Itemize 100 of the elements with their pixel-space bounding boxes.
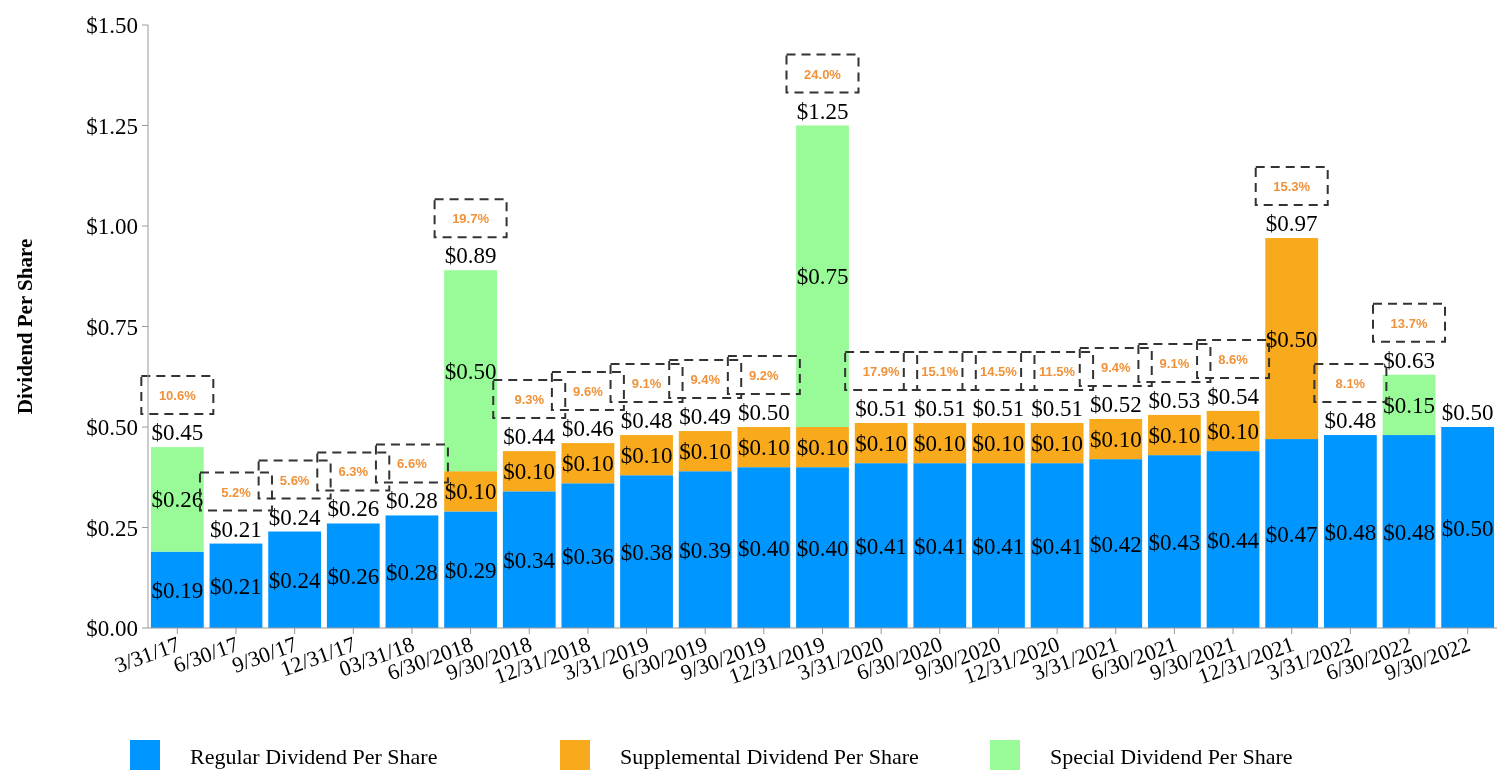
total-label: $0.63 — [1383, 347, 1435, 373]
data-label: $0.41 — [1031, 533, 1083, 559]
annotation: 8.1% — [1335, 376, 1366, 392]
data-label: $0.44 — [1207, 527, 1260, 553]
legend-label: Special Dividend Per Share — [1050, 744, 1293, 769]
annotation: 8.6% — [1218, 351, 1249, 367]
total-label: $0.51 — [1031, 395, 1083, 421]
data-label: $0.40 — [796, 535, 849, 561]
data-label: $0.10 — [562, 451, 614, 477]
data-label: $0.24 — [268, 567, 322, 593]
annotation: 13.7% — [1390, 315, 1428, 331]
bar — [1382, 435, 1436, 628]
total-label: $0.48 — [1324, 408, 1377, 434]
data-label: $0.10 — [737, 435, 790, 461]
data-label: $0.42 — [1089, 531, 1142, 557]
data-label: $0.36 — [562, 543, 614, 569]
data-label: $0.50 — [1441, 515, 1494, 541]
annotation: 9.6% — [573, 384, 604, 400]
annotation: 15.1% — [921, 363, 959, 379]
data-label: $0.26 — [327, 563, 380, 589]
bar — [1265, 439, 1319, 628]
annotation: 9.4% — [1100, 359, 1132, 375]
bar — [620, 475, 673, 628]
annotation: 9.4% — [690, 372, 721, 388]
bar — [502, 491, 556, 628]
data-label: $0.21 — [210, 573, 262, 599]
annotation: 9.1% — [631, 376, 662, 392]
total-label: $0.44 — [503, 424, 556, 450]
annotation: 14.5% — [980, 363, 1018, 379]
data-label: $0.50 — [444, 358, 497, 384]
bar — [1030, 463, 1084, 628]
y-axis-title: Dividend Per Share — [13, 238, 37, 415]
data-label: $0.19 — [151, 577, 204, 603]
data-label: $0.75 — [796, 264, 849, 290]
annotation: 15.3% — [1273, 179, 1311, 195]
bar — [737, 467, 791, 628]
annotation: 19.7% — [452, 211, 490, 227]
bar — [1089, 459, 1143, 628]
data-label: $0.10 — [855, 431, 908, 457]
data-label: $0.10 — [444, 479, 497, 505]
annotation: 11.5% — [1039, 363, 1076, 379]
total-label: $0.49 — [679, 404, 732, 430]
data-label: $0.47 — [1265, 521, 1318, 547]
bar — [1323, 435, 1377, 628]
data-label: $0.10 — [503, 459, 556, 485]
total-label: $0.48 — [620, 408, 673, 434]
total-label: $0.97 — [1265, 211, 1318, 237]
y-tick-label: $1.50 — [86, 13, 138, 38]
total-label: $0.26 — [327, 496, 380, 522]
data-label: $0.38 — [620, 539, 673, 565]
total-label: $0.52 — [1089, 391, 1142, 417]
annotation: 5.2% — [221, 484, 252, 500]
total-label: $0.28 — [386, 488, 438, 514]
data-label: $0.15 — [1383, 392, 1435, 418]
bar — [913, 463, 967, 628]
bar — [1265, 238, 1319, 440]
annotation: 9.2% — [749, 368, 780, 383]
data-label: $0.10 — [796, 435, 849, 461]
annotation: 9.1% — [1159, 355, 1190, 371]
data-label: $0.50 — [1265, 326, 1318, 352]
data-label: $0.10 — [1207, 419, 1259, 445]
data-label: $0.10 — [679, 439, 732, 465]
y-tick-label: $1.00 — [86, 214, 138, 239]
annotation: 17.9% — [862, 363, 901, 379]
total-label: $0.51 — [855, 395, 908, 421]
bar — [678, 471, 732, 628]
bar — [444, 270, 497, 472]
total-label: $0.46 — [562, 416, 614, 442]
bar — [796, 125, 849, 427]
annotation: 10.6% — [158, 388, 197, 404]
data-label: $0.10 — [1148, 423, 1201, 449]
legend-label: Supplemental Dividend Per Share — [620, 744, 919, 769]
bar — [1441, 427, 1495, 628]
data-label: $0.48 — [1383, 519, 1435, 545]
total-label: $0.24 — [268, 504, 322, 530]
annotation: 5.6% — [279, 472, 310, 488]
total-label: $0.50 — [737, 400, 790, 425]
total-label: $0.89 — [444, 243, 497, 269]
total-label: $0.51 — [972, 395, 1025, 421]
bar — [1148, 455, 1201, 628]
data-label: $0.28 — [386, 559, 438, 585]
data-label: $0.41 — [913, 533, 966, 559]
data-label: $0.10 — [1031, 431, 1083, 457]
total-label: $0.50 — [1441, 400, 1494, 425]
data-label: $0.48 — [1324, 519, 1377, 545]
annotation: 6.6% — [397, 456, 428, 472]
y-tick-label: $0.50 — [86, 415, 138, 440]
bar — [1206, 451, 1260, 628]
data-label: $0.40 — [737, 535, 790, 561]
data-label: $0.10 — [620, 443, 673, 469]
bar — [268, 531, 322, 628]
legend-label: Regular Dividend Per Share — [190, 744, 438, 769]
y-tick-label: $0.75 — [86, 314, 138, 340]
bar — [972, 463, 1025, 628]
total-label: $0.45 — [151, 420, 204, 446]
data-label: $0.10 — [972, 431, 1025, 457]
data-label: $0.43 — [1148, 529, 1201, 555]
y-tick-label: $0.25 — [86, 515, 138, 541]
bar — [854, 463, 908, 628]
data-label: $0.10 — [1089, 427, 1142, 453]
